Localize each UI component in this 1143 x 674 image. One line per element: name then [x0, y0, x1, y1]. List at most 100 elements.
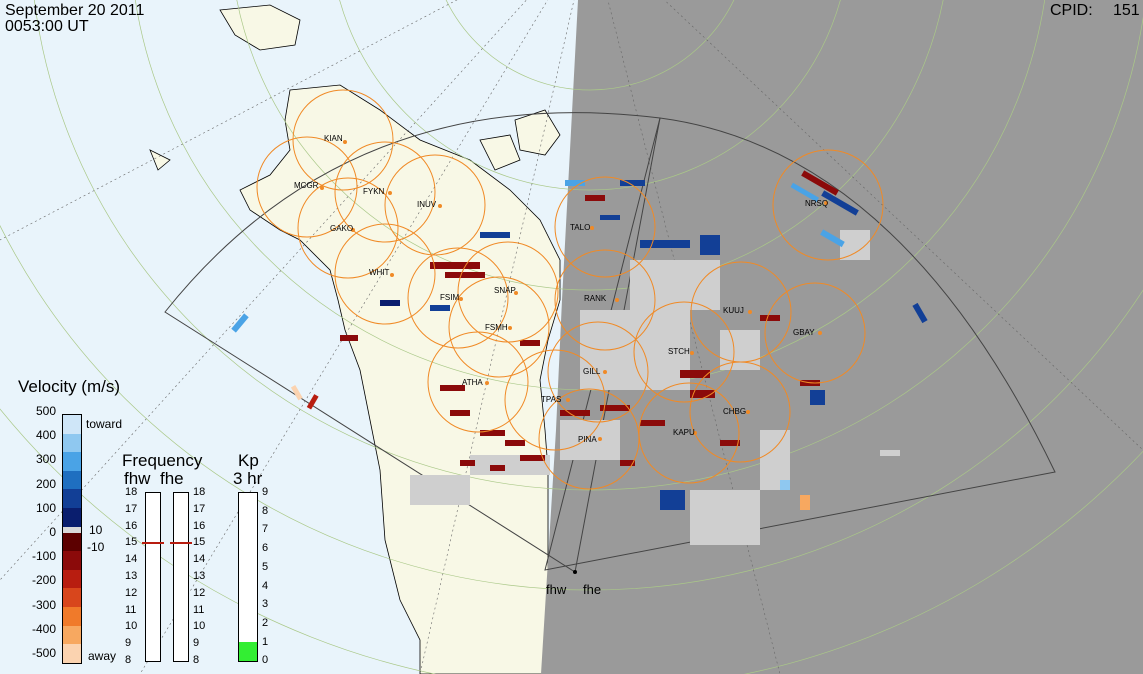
velocity-tick: -500 [31, 646, 56, 660]
toward-label: toward [86, 417, 123, 431]
station-dots [320, 140, 828, 441]
svg-text:CHBG: CHBG [723, 407, 746, 416]
frequency-tick: 12 [193, 586, 206, 599]
velocity-color-step [63, 551, 81, 570]
pos-threshold-label: 10 [89, 523, 103, 537]
frequency-tick: 13 [193, 570, 206, 582]
velocity-tick: -400 [31, 621, 56, 636]
velocity-color-step [63, 532, 81, 552]
kp-tick: 4 [262, 579, 269, 592]
velocity-tick: 500 [35, 404, 56, 418]
frequency-tick: 16 [193, 519, 206, 532]
kp-tick: 2 [262, 616, 269, 629]
frequency-fhe-marker [170, 542, 192, 545]
velocity-color-step [63, 588, 81, 608]
svg-text:GILL: GILL [583, 367, 601, 376]
frequency-tick: 12 [125, 586, 138, 599]
frequency-tick: 9 [125, 637, 132, 650]
velocity-color-step [63, 625, 81, 645]
frequency-tick: 8 [125, 654, 132, 666]
velocity-color-step [63, 452, 81, 471]
velocity-title: Velocity (m/s) [18, 377, 121, 396]
velocity-color-step [63, 526, 81, 533]
kp-bar [238, 492, 258, 662]
cpid-value: 151 [1113, 2, 1140, 19]
svg-text:PINA: PINA [578, 435, 597, 444]
kp-tick: 7 [262, 523, 269, 536]
svg-text:KAPU: KAPU [673, 428, 695, 437]
velocity-color-step [63, 489, 81, 509]
kp-tick: 3 [262, 598, 269, 611]
kp-tick: 5 [262, 560, 269, 573]
velocity-color-step [63, 644, 81, 663]
velocity-tick: 100 [35, 500, 56, 515]
frequency-fhw-column [142, 492, 164, 662]
kp-tick: 9 [262, 486, 269, 498]
frequency-tick: 17 [193, 502, 206, 515]
svg-text:MCGR: MCGR [294, 181, 319, 190]
velocity-tick: -200 [31, 573, 56, 588]
station-labels: KIAN MCGR FYKN GAKO INUV WHIT TALO RANK … [294, 134, 828, 444]
svg-text:INUV: INUV [417, 200, 437, 209]
velocity-color-step [63, 569, 81, 589]
svg-text:TALO: TALO [570, 223, 590, 232]
svg-text:KIAN: KIAN [324, 134, 343, 143]
svg-text:SNAP: SNAP [494, 286, 516, 295]
kp-fill [239, 642, 257, 661]
frequency-tick: 16 [125, 519, 138, 532]
station-circles [256, 89, 884, 490]
date-label: September 20 2011 [5, 2, 145, 19]
frequency-tick: 9 [193, 637, 200, 650]
svg-text:FSIM: FSIM [440, 293, 459, 302]
svg-text:FYKN: FYKN [363, 187, 385, 196]
frequency-fhe-header: fhe [160, 469, 184, 488]
velocity-tick: 200 [35, 476, 56, 491]
velocity-color-step [63, 607, 81, 626]
radar-fov [164, 112, 1056, 573]
frequency-tick: 14 [125, 553, 138, 566]
frequency-title: Frequency [122, 451, 203, 470]
kp-subtitle: 3 hr [233, 469, 263, 488]
frequency-tick: 18 [193, 486, 206, 498]
svg-text:fhw: fhw [546, 582, 567, 597]
svg-text:GAKO: GAKO [330, 224, 353, 233]
away-label: away [88, 649, 117, 663]
velocity-vectors [231, 170, 928, 510]
svg-text:ATHA: ATHA [462, 378, 483, 387]
frequency-tick: 10 [193, 620, 206, 633]
svg-text:FSMH: FSMH [485, 323, 508, 332]
kp-tick: 6 [262, 542, 269, 555]
frequency-tick: 8 [193, 654, 200, 666]
svg-text:NRSQ: NRSQ [805, 199, 828, 208]
frequency-fhe-column [170, 492, 192, 662]
frequency-tick: 14 [193, 553, 206, 566]
frequency-tick: 15 [125, 536, 138, 549]
neg-threshold-label: -10 [87, 540, 105, 554]
frequency-tick: 11 [193, 603, 205, 616]
svg-text:STCH: STCH [668, 347, 690, 356]
kp-tick: 8 [262, 504, 269, 517]
frequency-tick: 13 [125, 570, 138, 582]
kp-tick: 1 [262, 635, 269, 648]
velocity-tick: 0 [49, 525, 56, 539]
kp-tick: 0 [262, 654, 269, 667]
frequency-tick: 18 [125, 486, 138, 498]
svg-text:RANK: RANK [584, 294, 607, 303]
cpid-label: CPID: [1050, 2, 1093, 19]
velocity-color-step [63, 470, 81, 490]
kp-title: Kp [238, 451, 259, 470]
velocity-color-step [63, 508, 81, 527]
velocity-tick: 300 [35, 452, 56, 467]
frequency-fhw-marker [142, 542, 164, 545]
velocity-tick: -300 [31, 597, 56, 612]
frequency-tick: 11 [125, 603, 137, 616]
velocity-tick: -100 [31, 549, 56, 564]
velocity-color-step [63, 433, 81, 453]
svg-text:TPAS: TPAS [541, 395, 561, 404]
velocity-color-step [63, 415, 81, 434]
time-label: 0053:00 UT [5, 18, 89, 35]
frequency-tick: 17 [125, 502, 138, 515]
svg-text:GBAY: GBAY [793, 328, 815, 337]
frequency-tick: 10 [125, 620, 138, 633]
